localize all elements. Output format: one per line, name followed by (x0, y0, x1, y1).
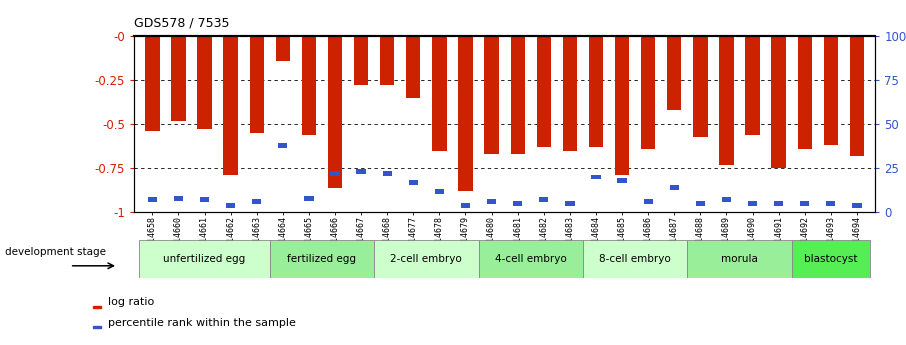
Bar (792, 240, 870, 278)
Bar (275, 36, 290, 61)
Bar (643, 199, 653, 204)
Bar (478, 240, 583, 278)
Bar (435, 189, 444, 194)
Text: percentile rank within the sample: percentile rank within the sample (108, 317, 295, 327)
Text: 4-cell embryo: 4-cell embryo (495, 254, 566, 264)
Bar (565, 201, 574, 206)
Bar (432, 36, 447, 150)
Bar (409, 180, 418, 185)
Bar (589, 36, 603, 147)
Bar (722, 197, 731, 202)
Text: 8-cell embryo: 8-cell embryo (599, 254, 671, 264)
Bar (485, 36, 499, 154)
Bar (747, 201, 757, 206)
Bar (331, 171, 340, 176)
Bar (328, 36, 342, 188)
Bar (670, 185, 679, 190)
Bar (539, 197, 548, 202)
Bar (270, 240, 374, 278)
Bar (853, 203, 862, 208)
Bar (93, 326, 101, 328)
Text: blastocyst: blastocyst (805, 254, 858, 264)
Bar (719, 36, 734, 165)
Bar (563, 36, 577, 150)
Bar (667, 36, 681, 110)
Bar (696, 201, 705, 206)
Text: development stage: development stage (5, 247, 106, 257)
Bar (641, 36, 655, 149)
Bar (746, 36, 760, 135)
Bar (510, 36, 525, 154)
Bar (148, 197, 157, 202)
Bar (458, 36, 473, 191)
Bar (302, 36, 316, 135)
Bar (826, 201, 835, 206)
Bar (850, 36, 864, 156)
Text: log ratio: log ratio (108, 297, 154, 307)
Bar (380, 36, 394, 86)
Bar (226, 203, 236, 208)
Bar (200, 197, 209, 202)
Bar (140, 240, 270, 278)
Text: GDS578 / 7535: GDS578 / 7535 (134, 16, 229, 29)
Bar (688, 240, 792, 278)
Bar (382, 171, 392, 176)
Bar (224, 36, 237, 175)
Bar (592, 175, 601, 179)
Bar (354, 36, 369, 86)
Bar (513, 201, 523, 206)
Bar (487, 199, 496, 204)
Bar (615, 36, 630, 175)
Bar (304, 196, 313, 200)
Text: 2-cell embryo: 2-cell embryo (390, 254, 462, 264)
Bar (278, 143, 287, 148)
Bar (536, 36, 551, 147)
Bar (406, 36, 420, 98)
Text: unfertilized egg: unfertilized egg (163, 254, 246, 264)
Bar (145, 36, 159, 131)
Bar (583, 240, 688, 278)
Bar (198, 36, 212, 129)
Bar (772, 36, 786, 168)
Bar (356, 169, 366, 174)
Bar (374, 240, 478, 278)
Text: fertilized egg: fertilized egg (287, 254, 356, 264)
Bar (461, 203, 470, 208)
Bar (93, 306, 101, 308)
Bar (800, 201, 809, 206)
Bar (617, 178, 627, 183)
Bar (171, 36, 186, 121)
Bar (693, 36, 708, 137)
Bar (249, 36, 264, 133)
Bar (252, 199, 262, 204)
Bar (824, 36, 838, 145)
Bar (797, 36, 812, 149)
Bar (174, 196, 183, 200)
Text: morula: morula (721, 254, 758, 264)
Bar (774, 201, 784, 206)
